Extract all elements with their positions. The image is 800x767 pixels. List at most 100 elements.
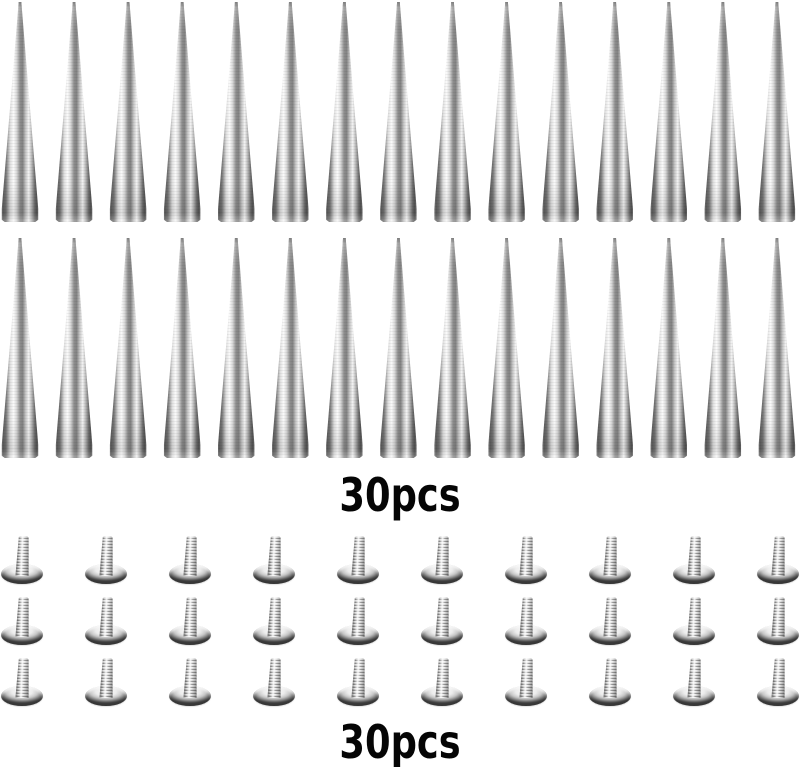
screw-shaft bbox=[267, 597, 283, 638]
cone-spike-image bbox=[55, 2, 93, 222]
cone-spike-image bbox=[272, 238, 309, 458]
cone-spike-image bbox=[488, 2, 525, 222]
screw-shaft bbox=[435, 597, 451, 638]
screw-image bbox=[336, 597, 380, 645]
cone-spike-image bbox=[650, 238, 687, 458]
screw-image bbox=[336, 658, 380, 706]
cone-spike-image bbox=[650, 2, 687, 222]
cone-spike-image bbox=[1, 238, 39, 458]
screw-shaft bbox=[687, 536, 703, 577]
screw-image bbox=[672, 597, 716, 645]
screw-shaft bbox=[99, 536, 115, 577]
screw-image bbox=[588, 597, 632, 645]
screw-image bbox=[0, 597, 44, 645]
screw-shaft bbox=[687, 597, 703, 638]
screw-shaft bbox=[351, 658, 367, 699]
screw-head bbox=[85, 625, 127, 645]
screw-image bbox=[588, 536, 632, 584]
cone-spike-image bbox=[1, 2, 39, 222]
screw-shaft bbox=[267, 536, 283, 577]
screw-head bbox=[253, 686, 295, 706]
screw-head bbox=[589, 686, 631, 706]
screw-image bbox=[420, 597, 464, 645]
screw-image bbox=[84, 597, 128, 645]
cone-spike-image bbox=[109, 238, 147, 458]
screws-count-label: 30pcs bbox=[339, 715, 461, 767]
cone-spike-image bbox=[542, 2, 579, 222]
screw-image bbox=[756, 536, 800, 584]
screw-shaft bbox=[15, 597, 31, 638]
cone-spike-image bbox=[434, 2, 471, 222]
screw-image bbox=[168, 536, 212, 584]
screw-shaft bbox=[771, 597, 787, 638]
cone-spike-image bbox=[704, 2, 742, 222]
screw-image bbox=[756, 658, 800, 706]
screw-head bbox=[589, 564, 631, 584]
screw-shaft bbox=[603, 597, 619, 638]
cone-spike-image bbox=[326, 2, 363, 222]
screw-head bbox=[1, 564, 43, 584]
screw-shaft bbox=[435, 536, 451, 577]
cone-spike-image bbox=[163, 2, 201, 222]
screw-head bbox=[505, 625, 547, 645]
screw-head bbox=[253, 564, 295, 584]
cone-spike-image bbox=[758, 2, 796, 222]
screw-image bbox=[84, 658, 128, 706]
cone-spike-image bbox=[704, 238, 742, 458]
screw-head bbox=[421, 686, 463, 706]
screw-shaft bbox=[519, 658, 535, 699]
cone-spike-image bbox=[380, 238, 417, 458]
screw-image bbox=[420, 658, 464, 706]
screw-image bbox=[672, 658, 716, 706]
screw-image bbox=[420, 536, 464, 584]
screw-image bbox=[336, 536, 380, 584]
spike-row bbox=[1, 2, 796, 222]
screw-shaft bbox=[771, 536, 787, 577]
screw-shaft bbox=[603, 658, 619, 699]
cone-spike-image bbox=[596, 2, 633, 222]
screw-head bbox=[253, 625, 295, 645]
screw-head bbox=[421, 564, 463, 584]
screw-shaft bbox=[183, 597, 199, 638]
screw-image bbox=[84, 536, 128, 584]
screw-image bbox=[672, 536, 716, 584]
screw-image bbox=[168, 658, 212, 706]
screw-head bbox=[673, 686, 715, 706]
screw-shaft bbox=[351, 536, 367, 577]
screw-row bbox=[0, 536, 800, 584]
screw-head bbox=[169, 625, 211, 645]
screw-image bbox=[0, 536, 44, 584]
cone-spike-image bbox=[55, 238, 93, 458]
screw-shaft bbox=[15, 658, 31, 699]
screw-head bbox=[337, 686, 379, 706]
screw-head bbox=[673, 625, 715, 645]
screw-image bbox=[252, 597, 296, 645]
screw-head bbox=[337, 625, 379, 645]
screw-head bbox=[85, 564, 127, 584]
screw-image bbox=[504, 536, 548, 584]
screw-shaft bbox=[351, 597, 367, 638]
screw-head bbox=[757, 564, 799, 584]
screw-head bbox=[757, 686, 799, 706]
screw-head bbox=[757, 625, 799, 645]
screw-shaft bbox=[99, 597, 115, 638]
screw-shaft bbox=[603, 536, 619, 577]
cone-spike-image bbox=[380, 2, 417, 222]
screw-head bbox=[169, 564, 211, 584]
screw-image bbox=[252, 536, 296, 584]
screw-head bbox=[337, 564, 379, 584]
screw-image bbox=[168, 597, 212, 645]
cone-spike-image bbox=[326, 238, 363, 458]
spikes-count-label: 30pcs bbox=[339, 468, 461, 522]
screw-head bbox=[1, 625, 43, 645]
screw-image bbox=[588, 658, 632, 706]
screw-row bbox=[0, 658, 800, 706]
cone-spike-image bbox=[434, 238, 471, 458]
screw-head bbox=[421, 625, 463, 645]
screw-head bbox=[589, 625, 631, 645]
screw-head bbox=[85, 686, 127, 706]
screw-shaft bbox=[183, 658, 199, 699]
